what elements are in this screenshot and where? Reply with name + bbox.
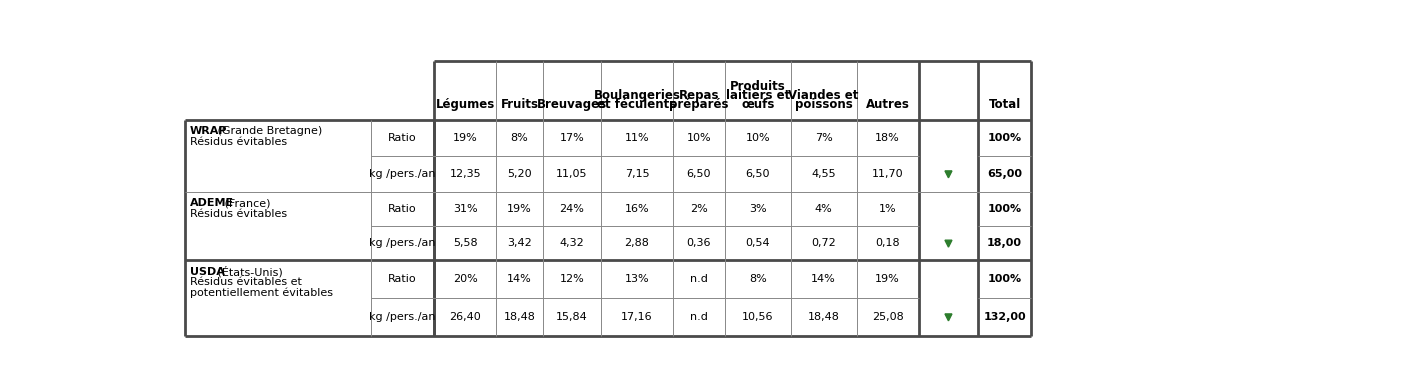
Text: 24%: 24%: [560, 204, 584, 214]
Text: Résidus évitables: Résidus évitables: [190, 137, 287, 147]
Text: 18,00: 18,00: [987, 238, 1022, 248]
Text: 19%: 19%: [453, 133, 477, 143]
Text: Résidus évitables et: Résidus évitables et: [190, 277, 301, 287]
Text: 11,70: 11,70: [873, 168, 904, 179]
Text: (États-Unis): (États-Unis): [214, 266, 283, 277]
Text: Produits: Produits: [730, 80, 785, 93]
Text: 3%: 3%: [750, 204, 767, 214]
Text: Total: Total: [988, 99, 1021, 112]
Text: 7%: 7%: [815, 133, 833, 143]
Text: 25,08: 25,08: [871, 312, 904, 322]
Text: Ratio: Ratio: [388, 274, 417, 284]
Text: WRAP: WRAP: [190, 126, 227, 136]
Text: 19%: 19%: [875, 274, 900, 284]
Text: 16%: 16%: [624, 204, 650, 214]
Text: 3,42: 3,42: [507, 238, 531, 248]
Text: 18%: 18%: [875, 133, 900, 143]
Text: 65,00: 65,00: [987, 168, 1022, 179]
Text: 7,15: 7,15: [624, 168, 650, 179]
Text: Fruits: Fruits: [500, 99, 538, 112]
Text: 0,36: 0,36: [687, 238, 711, 248]
Text: potentiellement évitables: potentiellement évitables: [190, 288, 333, 298]
Text: 17%: 17%: [560, 133, 584, 143]
Text: 0,72: 0,72: [811, 238, 835, 248]
Text: 0,18: 0,18: [875, 238, 900, 248]
Polygon shape: [945, 171, 952, 178]
Text: 6,50: 6,50: [687, 168, 711, 179]
Text: œufs: œufs: [741, 99, 774, 112]
Text: Repas: Repas: [678, 89, 720, 102]
Text: 132,00: 132,00: [984, 312, 1025, 322]
Text: n.d: n.d: [690, 312, 708, 322]
Text: USDA: USDA: [190, 267, 226, 277]
Text: préparés: préparés: [670, 99, 728, 112]
Text: (France): (France): [221, 198, 271, 208]
Text: Résidus évitables: Résidus évitables: [190, 209, 287, 219]
Text: 13%: 13%: [624, 274, 650, 284]
Text: 14%: 14%: [811, 274, 835, 284]
Text: (Grande Bretagne): (Grande Bretagne): [214, 126, 323, 136]
Text: 17,16: 17,16: [621, 312, 653, 322]
Text: 12,35: 12,35: [450, 168, 481, 179]
Text: 26,40: 26,40: [450, 312, 481, 322]
Text: ADEME: ADEME: [190, 198, 234, 208]
Text: 5,20: 5,20: [507, 168, 531, 179]
Text: Autres: Autres: [865, 99, 910, 112]
Text: 11,05: 11,05: [555, 168, 587, 179]
Text: n.d: n.d: [690, 274, 708, 284]
Text: kg /pers./an: kg /pers./an: [370, 238, 436, 248]
Text: 12%: 12%: [560, 274, 584, 284]
Text: 11%: 11%: [624, 133, 650, 143]
Text: Viandes et: Viandes et: [788, 89, 858, 102]
Polygon shape: [945, 314, 952, 321]
Text: 15,84: 15,84: [555, 312, 588, 322]
Text: Boulangeries: Boulangeries: [594, 89, 680, 102]
Polygon shape: [945, 240, 952, 247]
Text: Ratio: Ratio: [388, 133, 417, 143]
Text: 1%: 1%: [878, 204, 897, 214]
Text: Ratio: Ratio: [388, 204, 417, 214]
Text: 8%: 8%: [511, 133, 528, 143]
Text: 100%: 100%: [988, 133, 1021, 143]
Text: et féculents: et féculents: [597, 99, 677, 112]
Text: 8%: 8%: [748, 274, 767, 284]
Text: Légumes: Légumes: [436, 99, 496, 112]
Text: poissons: poissons: [795, 99, 853, 112]
Text: Breuvages: Breuvages: [537, 99, 607, 112]
Text: 10,56: 10,56: [743, 312, 774, 322]
Text: 31%: 31%: [453, 204, 477, 214]
Text: 18,48: 18,48: [808, 312, 840, 322]
Text: 100%: 100%: [988, 274, 1021, 284]
Text: laitiers et: laitiers et: [725, 89, 790, 102]
Text: 10%: 10%: [745, 133, 770, 143]
Text: 2,88: 2,88: [624, 238, 650, 248]
Text: 10%: 10%: [687, 133, 711, 143]
Text: 6,50: 6,50: [745, 168, 770, 179]
Text: 0,54: 0,54: [745, 238, 770, 248]
Text: 5,58: 5,58: [453, 238, 477, 248]
Text: kg /pers./an: kg /pers./an: [370, 168, 436, 179]
Text: 4,32: 4,32: [560, 238, 584, 248]
Text: 4,55: 4,55: [811, 168, 835, 179]
Text: 100%: 100%: [988, 204, 1021, 214]
Text: 14%: 14%: [507, 274, 531, 284]
Text: 20%: 20%: [453, 274, 477, 284]
Text: kg /pers./an: kg /pers./an: [370, 312, 436, 322]
Text: 2%: 2%: [690, 204, 708, 214]
Text: 18,48: 18,48: [504, 312, 536, 322]
Text: 4%: 4%: [815, 204, 833, 214]
Text: 19%: 19%: [507, 204, 531, 214]
